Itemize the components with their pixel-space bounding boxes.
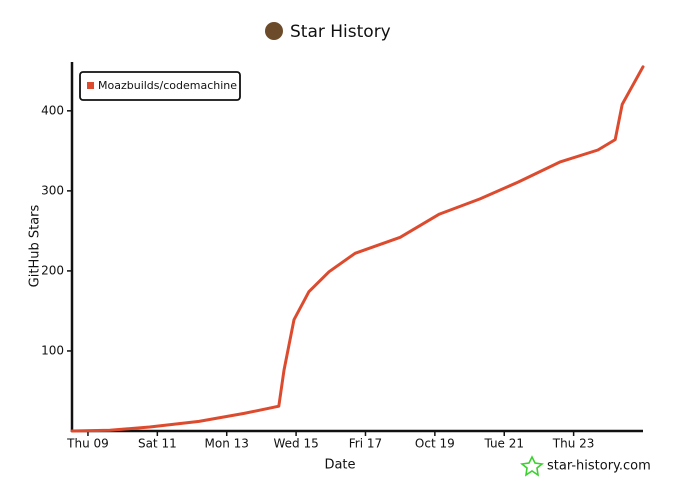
legend-label: Moazbuilds/codemachine xyxy=(98,79,237,92)
x-axis-label: Date xyxy=(324,458,355,473)
avatar xyxy=(265,22,283,40)
x-tick-label: Oct 19 xyxy=(415,437,455,451)
y-tick-label: 100 xyxy=(41,343,64,357)
legend-box xyxy=(79,71,241,101)
y-tick-label: 200 xyxy=(41,263,64,277)
chart-title: Star History xyxy=(290,22,391,42)
x-tick-label: Thu 09 xyxy=(66,437,109,451)
x-tick-label: Wed 15 xyxy=(273,437,318,451)
x-tick-label: Fri 17 xyxy=(349,437,382,451)
y-tick-label: 300 xyxy=(41,183,64,197)
x-tick-label: Mon 13 xyxy=(205,437,249,451)
star-icon xyxy=(520,455,544,477)
y-tick-label: 400 xyxy=(41,103,64,117)
y-axis-label: GitHub Stars xyxy=(28,204,43,287)
x-tick-label: Tue 21 xyxy=(483,437,524,451)
logo xyxy=(520,455,544,477)
watermark: star-history.com xyxy=(547,459,651,474)
x-tick-label: Thu 23 xyxy=(552,437,595,451)
legend-swatch xyxy=(87,82,94,89)
series-line xyxy=(70,65,645,433)
x-tick-label: Sat 11 xyxy=(138,437,177,451)
